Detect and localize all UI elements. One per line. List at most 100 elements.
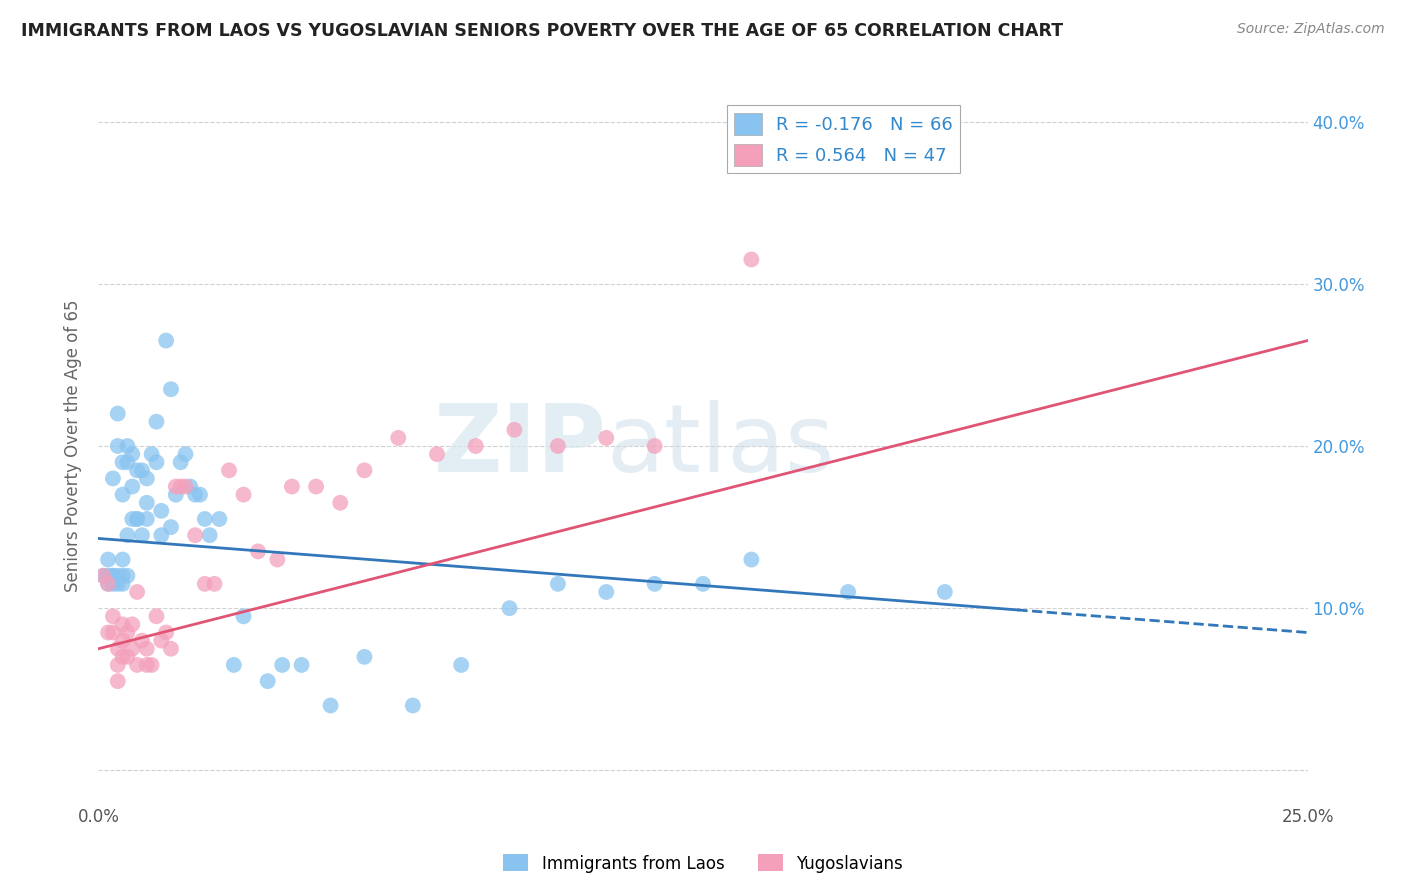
- Point: [595, 431, 617, 445]
- Point: [319, 698, 342, 713]
- Text: Source: ZipAtlas.com: Source: ZipAtlas.com: [1237, 22, 1385, 37]
- Point: [127, 463, 149, 477]
- Point: [135, 657, 157, 672]
- Point: [131, 528, 153, 542]
- Point: [111, 617, 134, 632]
- Point: [107, 439, 129, 453]
- Point: [135, 471, 157, 485]
- Point: [353, 649, 375, 664]
- Legend: R = -0.176   N = 66, R = 0.564   N = 47: R = -0.176 N = 66, R = 0.564 N = 47: [727, 105, 960, 173]
- Point: [426, 447, 449, 461]
- Point: [141, 447, 163, 461]
- Point: [127, 585, 149, 599]
- Point: [121, 641, 143, 656]
- Point: [107, 657, 129, 672]
- Point: [232, 488, 254, 502]
- Point: [160, 382, 183, 396]
- Point: [91, 568, 114, 582]
- Point: [387, 431, 409, 445]
- Point: [117, 439, 139, 453]
- Point: [107, 674, 129, 689]
- Point: [271, 657, 294, 672]
- Point: [644, 439, 666, 453]
- Point: [150, 633, 173, 648]
- Point: [111, 568, 134, 582]
- Point: [595, 585, 617, 599]
- Point: [644, 577, 666, 591]
- Point: [117, 625, 139, 640]
- Point: [111, 552, 134, 566]
- Point: [111, 577, 134, 591]
- Point: [329, 496, 352, 510]
- Text: ZIP: ZIP: [433, 400, 606, 492]
- Point: [837, 585, 859, 599]
- Point: [101, 577, 124, 591]
- Point: [117, 528, 139, 542]
- Point: [194, 512, 217, 526]
- Point: [101, 471, 124, 485]
- Point: [503, 423, 526, 437]
- Point: [160, 520, 183, 534]
- Point: [117, 568, 139, 582]
- Point: [305, 479, 328, 493]
- Point: [107, 577, 129, 591]
- Point: [91, 568, 114, 582]
- Point: [450, 657, 472, 672]
- Point: [174, 447, 197, 461]
- Point: [145, 455, 167, 469]
- Point: [547, 577, 569, 591]
- Point: [498, 601, 520, 615]
- Point: [127, 657, 149, 672]
- Point: [208, 512, 231, 526]
- Point: [121, 479, 143, 493]
- Point: [135, 641, 157, 656]
- Point: [107, 641, 129, 656]
- Point: [184, 528, 207, 542]
- Point: [740, 552, 762, 566]
- Text: atlas: atlas: [606, 400, 835, 492]
- Point: [222, 657, 245, 672]
- Legend: Immigrants from Laos, Yugoslavians: Immigrants from Laos, Yugoslavians: [496, 847, 910, 880]
- Point: [184, 488, 207, 502]
- Point: [218, 463, 240, 477]
- Point: [266, 552, 288, 566]
- Point: [194, 577, 217, 591]
- Point: [165, 479, 187, 493]
- Point: [121, 617, 143, 632]
- Point: [131, 633, 153, 648]
- Point: [464, 439, 486, 453]
- Point: [402, 698, 425, 713]
- Point: [121, 447, 143, 461]
- Point: [934, 585, 956, 599]
- Point: [117, 649, 139, 664]
- Point: [141, 657, 163, 672]
- Point: [165, 488, 187, 502]
- Point: [121, 512, 143, 526]
- Point: [692, 577, 714, 591]
- Point: [101, 625, 124, 640]
- Point: [101, 609, 124, 624]
- Point: [188, 488, 211, 502]
- Point: [169, 479, 191, 493]
- Point: [547, 439, 569, 453]
- Point: [111, 649, 134, 664]
- Point: [117, 455, 139, 469]
- Point: [131, 463, 153, 477]
- Point: [97, 568, 120, 582]
- Point: [145, 609, 167, 624]
- Point: [107, 407, 129, 421]
- Text: IMMIGRANTS FROM LAOS VS YUGOSLAVIAN SENIORS POVERTY OVER THE AGE OF 65 CORRELATI: IMMIGRANTS FROM LAOS VS YUGOSLAVIAN SENI…: [21, 22, 1063, 40]
- Point: [740, 252, 762, 267]
- Point: [281, 479, 304, 493]
- Point: [101, 568, 124, 582]
- Point: [127, 512, 149, 526]
- Point: [204, 577, 226, 591]
- Point: [127, 512, 149, 526]
- Point: [111, 633, 134, 648]
- Point: [111, 488, 134, 502]
- Point: [150, 504, 173, 518]
- Point: [155, 625, 177, 640]
- Point: [179, 479, 201, 493]
- Y-axis label: Seniors Poverty Over the Age of 65: Seniors Poverty Over the Age of 65: [65, 300, 83, 592]
- Point: [97, 552, 120, 566]
